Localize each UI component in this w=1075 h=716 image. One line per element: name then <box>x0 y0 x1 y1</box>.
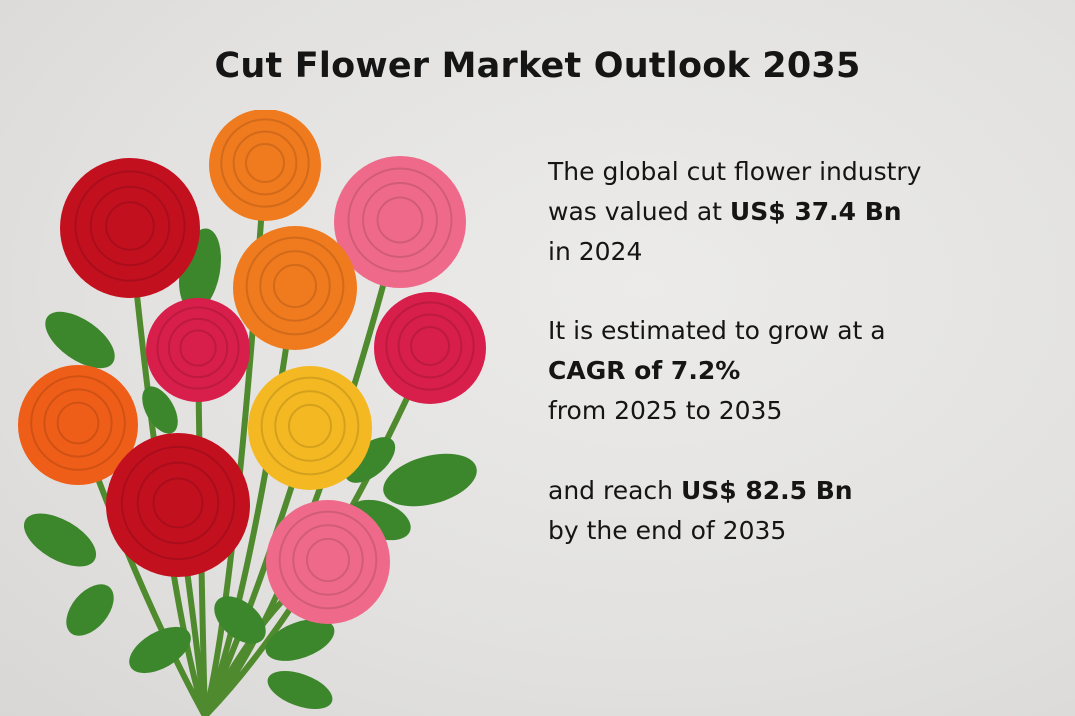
petal-ring <box>89 185 171 267</box>
text-line: in 2024 <box>548 237 643 266</box>
market-value-2024-text: The global cut flower industry was value… <box>548 152 921 272</box>
petal-ring <box>156 306 240 390</box>
petal-ring <box>347 167 453 273</box>
petal-ring <box>232 130 298 196</box>
leaf <box>23 513 97 567</box>
leaf <box>129 626 191 674</box>
petal-ring <box>362 182 438 258</box>
cagr-text: It is estimated to grow at a CAGR of 7.2… <box>548 311 886 431</box>
petal-ring <box>376 196 424 244</box>
page-title: Cut Flower Market Outlook 2035 <box>214 46 861 86</box>
petal-ring <box>278 510 378 610</box>
flower <box>60 158 200 298</box>
market-value-2035-text: and reach US$ 82.5 Bn by the end of 2035 <box>548 471 853 551</box>
petal-ring <box>409 325 451 367</box>
petal-ring <box>74 170 186 282</box>
petal-ring <box>43 388 113 458</box>
petal-ring <box>167 317 229 379</box>
petal-ring <box>245 236 345 336</box>
text-line: and reach US$ 82.5 Bn <box>548 471 853 511</box>
flower <box>18 365 138 485</box>
petal-ring <box>30 375 126 471</box>
leaf <box>214 596 266 644</box>
leaf <box>383 453 477 507</box>
petal-ring <box>292 524 364 596</box>
flower <box>248 366 372 490</box>
text-line: CAGR of 7.2% <box>548 351 886 391</box>
market-value-2035: US$ 82.5 Bn <box>680 476 853 505</box>
petal-ring <box>260 376 360 476</box>
market-value-2024: US$ 37.4 Bn <box>729 197 902 226</box>
flower <box>209 110 321 221</box>
petal-ring <box>385 301 475 391</box>
text-line: from 2025 to 2035 <box>548 396 783 425</box>
text-line: was valued at US$ 37.4 Bn <box>548 192 921 232</box>
petal-ring <box>287 403 333 449</box>
petal-ring <box>136 461 220 545</box>
petal-ring <box>105 201 155 251</box>
petal-ring <box>152 477 204 529</box>
leaf <box>142 386 178 434</box>
text-prefix: and reach <box>548 476 681 505</box>
flower <box>233 226 357 350</box>
text-line: The global cut flower industry <box>548 157 922 186</box>
leaf <box>66 584 114 636</box>
petal-ring <box>120 445 236 561</box>
petal-ring <box>272 263 318 309</box>
petal-ring <box>274 390 346 462</box>
flower <box>146 298 250 402</box>
text-line: by the end of 2035 <box>548 516 787 545</box>
leaf <box>344 437 396 483</box>
text-line: It is estimated to grow at a <box>548 316 886 345</box>
petal-ring <box>259 250 331 322</box>
flower <box>266 500 390 624</box>
flower-bouquet-image <box>18 110 486 716</box>
petal-ring <box>220 118 310 208</box>
leaf <box>45 311 115 369</box>
flower <box>374 292 486 404</box>
leaf <box>267 670 333 710</box>
leaf <box>265 619 335 661</box>
text-prefix: was valued at <box>548 197 730 226</box>
flower <box>106 433 250 577</box>
petal-ring <box>305 537 351 583</box>
petal-ring <box>179 329 217 367</box>
cagr-value: CAGR of 7.2% <box>548 356 741 385</box>
petal-ring <box>56 401 100 445</box>
petal-ring <box>244 142 286 184</box>
flower <box>334 156 466 288</box>
petal-ring <box>397 313 463 379</box>
